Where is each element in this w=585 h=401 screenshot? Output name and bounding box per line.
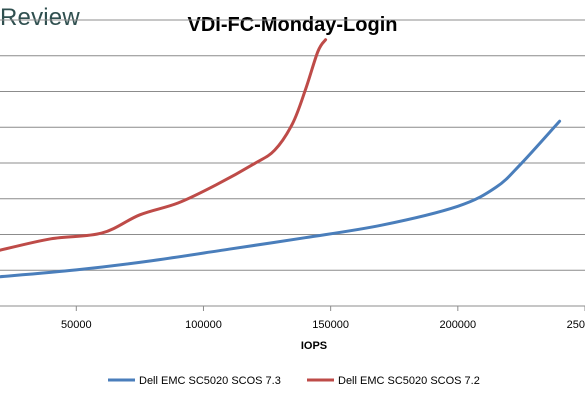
x-tick-labels: 50000 100000 150000 200000 250000 bbox=[61, 306, 585, 331]
x-tick-label: 50000 bbox=[61, 319, 92, 331]
x-tick-label: 100000 bbox=[185, 319, 222, 331]
series-lines bbox=[0, 38, 562, 279]
series-line-1 bbox=[0, 119, 562, 279]
legend: Dell EMC SC5020 SCOS 7.3 Dell EMC SC5020 … bbox=[108, 375, 480, 387]
x-tick-label: 200000 bbox=[439, 319, 476, 331]
x-tick-label: 150000 bbox=[312, 319, 349, 331]
legend-label-2: Dell EMC SC5020 SCOS 7.2 bbox=[338, 375, 480, 387]
x-tick-label: 250000 bbox=[567, 319, 585, 331]
series-line-2 bbox=[0, 38, 328, 252]
gridlines bbox=[0, 19, 585, 271]
legend-label-1: Dell EMC SC5020 SCOS 7.3 bbox=[139, 375, 281, 387]
x-axis-label: IOPS bbox=[301, 340, 327, 352]
brand-logo-text: Review bbox=[0, 4, 80, 31]
